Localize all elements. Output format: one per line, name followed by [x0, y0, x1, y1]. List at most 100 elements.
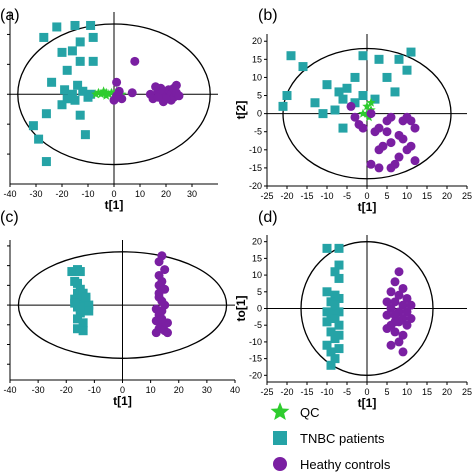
healthy-point: [402, 145, 412, 155]
tnbc-point: [350, 98, 360, 108]
tnbc-point: [334, 273, 344, 283]
x-tick-label: -15: [300, 387, 313, 397]
tnbc-point: [330, 354, 340, 364]
qc-point: [362, 101, 372, 111]
tnbc-point: [326, 347, 336, 357]
panel-label: (d): [258, 209, 278, 226]
x-tick-label: -20: [280, 191, 293, 201]
healthy-point: [154, 288, 164, 298]
tnbc-point: [81, 292, 91, 302]
tnbc-point: [78, 318, 88, 328]
x-tick-label: -10: [88, 385, 101, 395]
qc-point: [358, 108, 368, 118]
tnbc-point: [78, 86, 88, 96]
healthy-point: [398, 300, 408, 310]
tnbc-point: [334, 260, 344, 270]
x-tick-label: 15: [422, 191, 432, 201]
x-tick-label: -5: [343, 387, 351, 397]
healthy-point: [390, 327, 400, 337]
y-tick-label: 20: [252, 36, 262, 46]
tnbc-point: [57, 100, 67, 110]
x-axis-title: t[1]: [358, 396, 377, 410]
x-tick-label: -40: [3, 189, 16, 199]
legend-marker-qc: [270, 402, 290, 421]
tnbc-point: [322, 307, 332, 317]
healthy-point: [153, 92, 163, 102]
healthy-point: [151, 82, 161, 92]
tnbc-point: [60, 85, 70, 95]
x-tick-label: 0: [111, 189, 116, 199]
confidence-ellipse: [17, 23, 211, 166]
healthy-point: [161, 94, 171, 104]
tnbc-point: [70, 298, 80, 308]
healthy-point: [402, 293, 412, 303]
tnbc-point: [318, 109, 328, 119]
y-tick-label: 0: [257, 304, 262, 314]
y-tick-label: -5: [254, 320, 262, 330]
tnbc-point: [70, 20, 80, 30]
healthy-point: [130, 56, 140, 66]
tnbc-point: [57, 47, 67, 57]
tnbc-point: [86, 20, 96, 30]
tnbc-point: [322, 340, 332, 350]
tnbc-point: [88, 32, 98, 42]
x-tick-label: 10: [402, 387, 412, 397]
tnbc-point: [278, 101, 288, 111]
healthy-point: [402, 320, 412, 330]
x-tick-label: -5: [343, 191, 351, 201]
healthy-point: [382, 297, 392, 307]
tnbc-point: [75, 267, 85, 277]
x-tick-label: 0: [364, 387, 369, 397]
healthy-point: [394, 337, 404, 347]
healthy-point: [157, 314, 167, 324]
x-tick-label: -30: [29, 189, 42, 199]
tnbc-point: [67, 267, 77, 277]
healthy-point: [350, 112, 360, 122]
healthy-point: [366, 159, 376, 169]
qc-point: [106, 87, 117, 97]
qc-point: [98, 86, 109, 96]
healthy-point: [174, 91, 184, 101]
x-axis-title: t[1]: [358, 200, 377, 214]
healthy-point: [171, 80, 181, 90]
healthy-point: [398, 330, 408, 340]
x-tick-label: 25: [462, 191, 472, 201]
tnbc-point: [67, 89, 77, 99]
tnbc-point: [86, 89, 96, 99]
y-tick-label: 10: [252, 72, 262, 82]
tnbc-point: [402, 65, 412, 75]
x-tick-label: 20: [442, 191, 452, 201]
tnbc-point: [334, 330, 344, 340]
x-tick-label: -10: [320, 387, 333, 397]
y-tick-label: -5: [254, 127, 262, 137]
confidence-ellipse: [300, 241, 434, 376]
tnbc-point: [62, 65, 72, 75]
tnbc-point: [80, 130, 90, 140]
healthy-point: [160, 265, 170, 275]
tnbc-point: [330, 300, 340, 310]
healthy-point: [406, 314, 416, 324]
tnbc-point: [358, 91, 368, 101]
tnbc-point: [73, 278, 82, 288]
x-tick-label: -20: [280, 387, 293, 397]
x-tick-label: 20: [161, 189, 171, 199]
legend: QC TNBC patients Heathy controls: [270, 402, 391, 472]
tnbc-point: [310, 98, 320, 108]
healthy-point: [346, 101, 356, 111]
panel-d: (d) -25 -20 -15 -10 -5 0 5 10 15 20 25 -20 -15 -10 -5 0 5…: [234, 209, 472, 410]
tnbc-point: [358, 51, 368, 61]
tnbc-point: [334, 293, 344, 303]
x-tick-label: -25: [260, 191, 273, 201]
healthy-point: [390, 277, 400, 287]
tnbc-point: [394, 54, 404, 64]
healthy-point: [402, 307, 412, 317]
tnbc-point: [326, 327, 336, 337]
tnbc-point: [73, 80, 83, 90]
tnbc-point: [374, 54, 384, 64]
x-tick-label: 20: [174, 385, 184, 395]
healthy-point: [390, 297, 400, 307]
tnbc-point: [67, 46, 77, 56]
healthy-point: [410, 156, 420, 166]
y-tick-label: 15: [252, 54, 262, 64]
